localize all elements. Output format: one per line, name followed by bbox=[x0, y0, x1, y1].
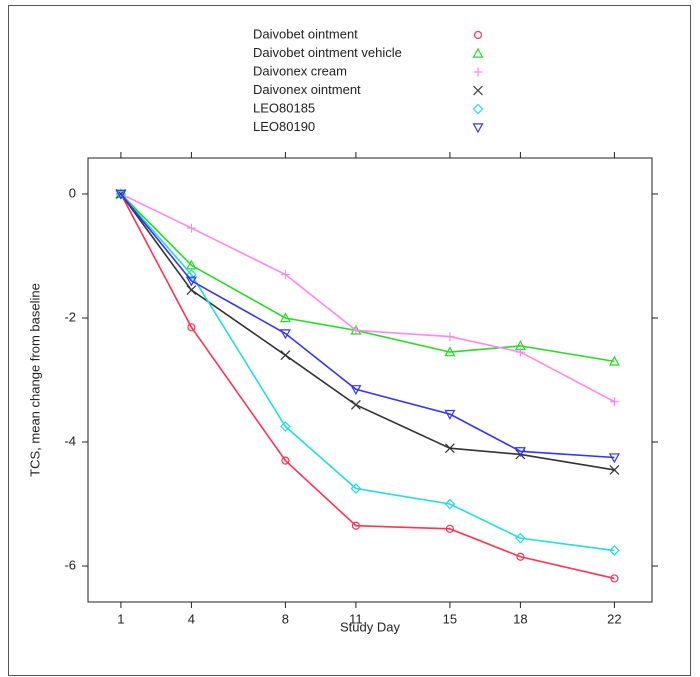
data-point bbox=[185, 259, 197, 270]
series-line bbox=[120, 193, 615, 403]
data-point bbox=[445, 524, 454, 533]
data-point bbox=[280, 421, 291, 432]
data-point bbox=[186, 269, 197, 280]
data-point bbox=[609, 397, 619, 407]
legend-label: LEO80185 bbox=[253, 100, 315, 115]
data-point bbox=[185, 276, 197, 287]
data-point bbox=[444, 346, 456, 357]
data-point bbox=[608, 453, 620, 464]
x-tick-label: 1 bbox=[117, 611, 124, 626]
data-point bbox=[350, 399, 361, 410]
data-point bbox=[280, 270, 290, 280]
data-point bbox=[515, 532, 526, 544]
series-line bbox=[120, 193, 615, 580]
y-tick-label: -4 bbox=[64, 433, 76, 448]
legend-marker bbox=[473, 30, 483, 40]
frame bbox=[8, 5, 691, 676]
data-point bbox=[350, 483, 362, 494]
plot-area bbox=[87, 157, 653, 603]
legend-label: LEO80190 bbox=[253, 119, 315, 134]
data-point bbox=[445, 332, 455, 342]
legend-marker bbox=[473, 67, 483, 77]
x-tick-label: 8 bbox=[282, 611, 289, 626]
x-tick-label: 22 bbox=[607, 611, 621, 626]
legend-label: Daivonex ointment bbox=[253, 82, 361, 97]
legend-label: Daivobet ointment vehicle bbox=[253, 45, 402, 60]
data-point bbox=[279, 312, 291, 323]
x-axis-label: Study Day bbox=[340, 619, 400, 634]
data-point bbox=[350, 385, 362, 396]
data-point bbox=[279, 329, 291, 340]
data-point bbox=[444, 409, 456, 420]
data-point bbox=[516, 552, 525, 561]
data-point bbox=[608, 355, 620, 366]
data-point bbox=[281, 456, 290, 465]
x-tick-label: 18 bbox=[513, 611, 527, 626]
data-point bbox=[444, 443, 455, 454]
legend-label: Daivonex cream bbox=[253, 63, 347, 78]
data-point bbox=[351, 521, 360, 530]
data-point bbox=[351, 325, 361, 335]
series-line bbox=[120, 193, 615, 552]
data-point bbox=[514, 447, 526, 458]
legend-marker bbox=[473, 85, 483, 96]
legend-marker bbox=[472, 103, 484, 115]
legend-marker bbox=[472, 47, 484, 58]
y-tick-label: 0 bbox=[69, 185, 76, 200]
data-point bbox=[115, 189, 127, 200]
x-tick-label: 15 bbox=[443, 611, 457, 626]
y-axis-label: TCS, mean change from baseline bbox=[27, 283, 42, 477]
legend-label: Daivobet ointment bbox=[253, 26, 358, 41]
data-point bbox=[186, 223, 196, 233]
x-tick-label: 11 bbox=[349, 611, 363, 626]
x-tick-label: 4 bbox=[188, 611, 195, 626]
data-point bbox=[186, 285, 197, 296]
series-line bbox=[120, 193, 615, 459]
data-point bbox=[609, 545, 620, 556]
y-tick-label: -2 bbox=[64, 309, 76, 324]
data-point bbox=[187, 323, 196, 332]
y-tick-label: -6 bbox=[64, 557, 76, 572]
data-point bbox=[610, 574, 619, 583]
legend-marker bbox=[472, 123, 484, 134]
data-point bbox=[609, 464, 620, 475]
data-point bbox=[280, 350, 291, 361]
data-point bbox=[515, 347, 525, 357]
data-point bbox=[444, 498, 456, 510]
